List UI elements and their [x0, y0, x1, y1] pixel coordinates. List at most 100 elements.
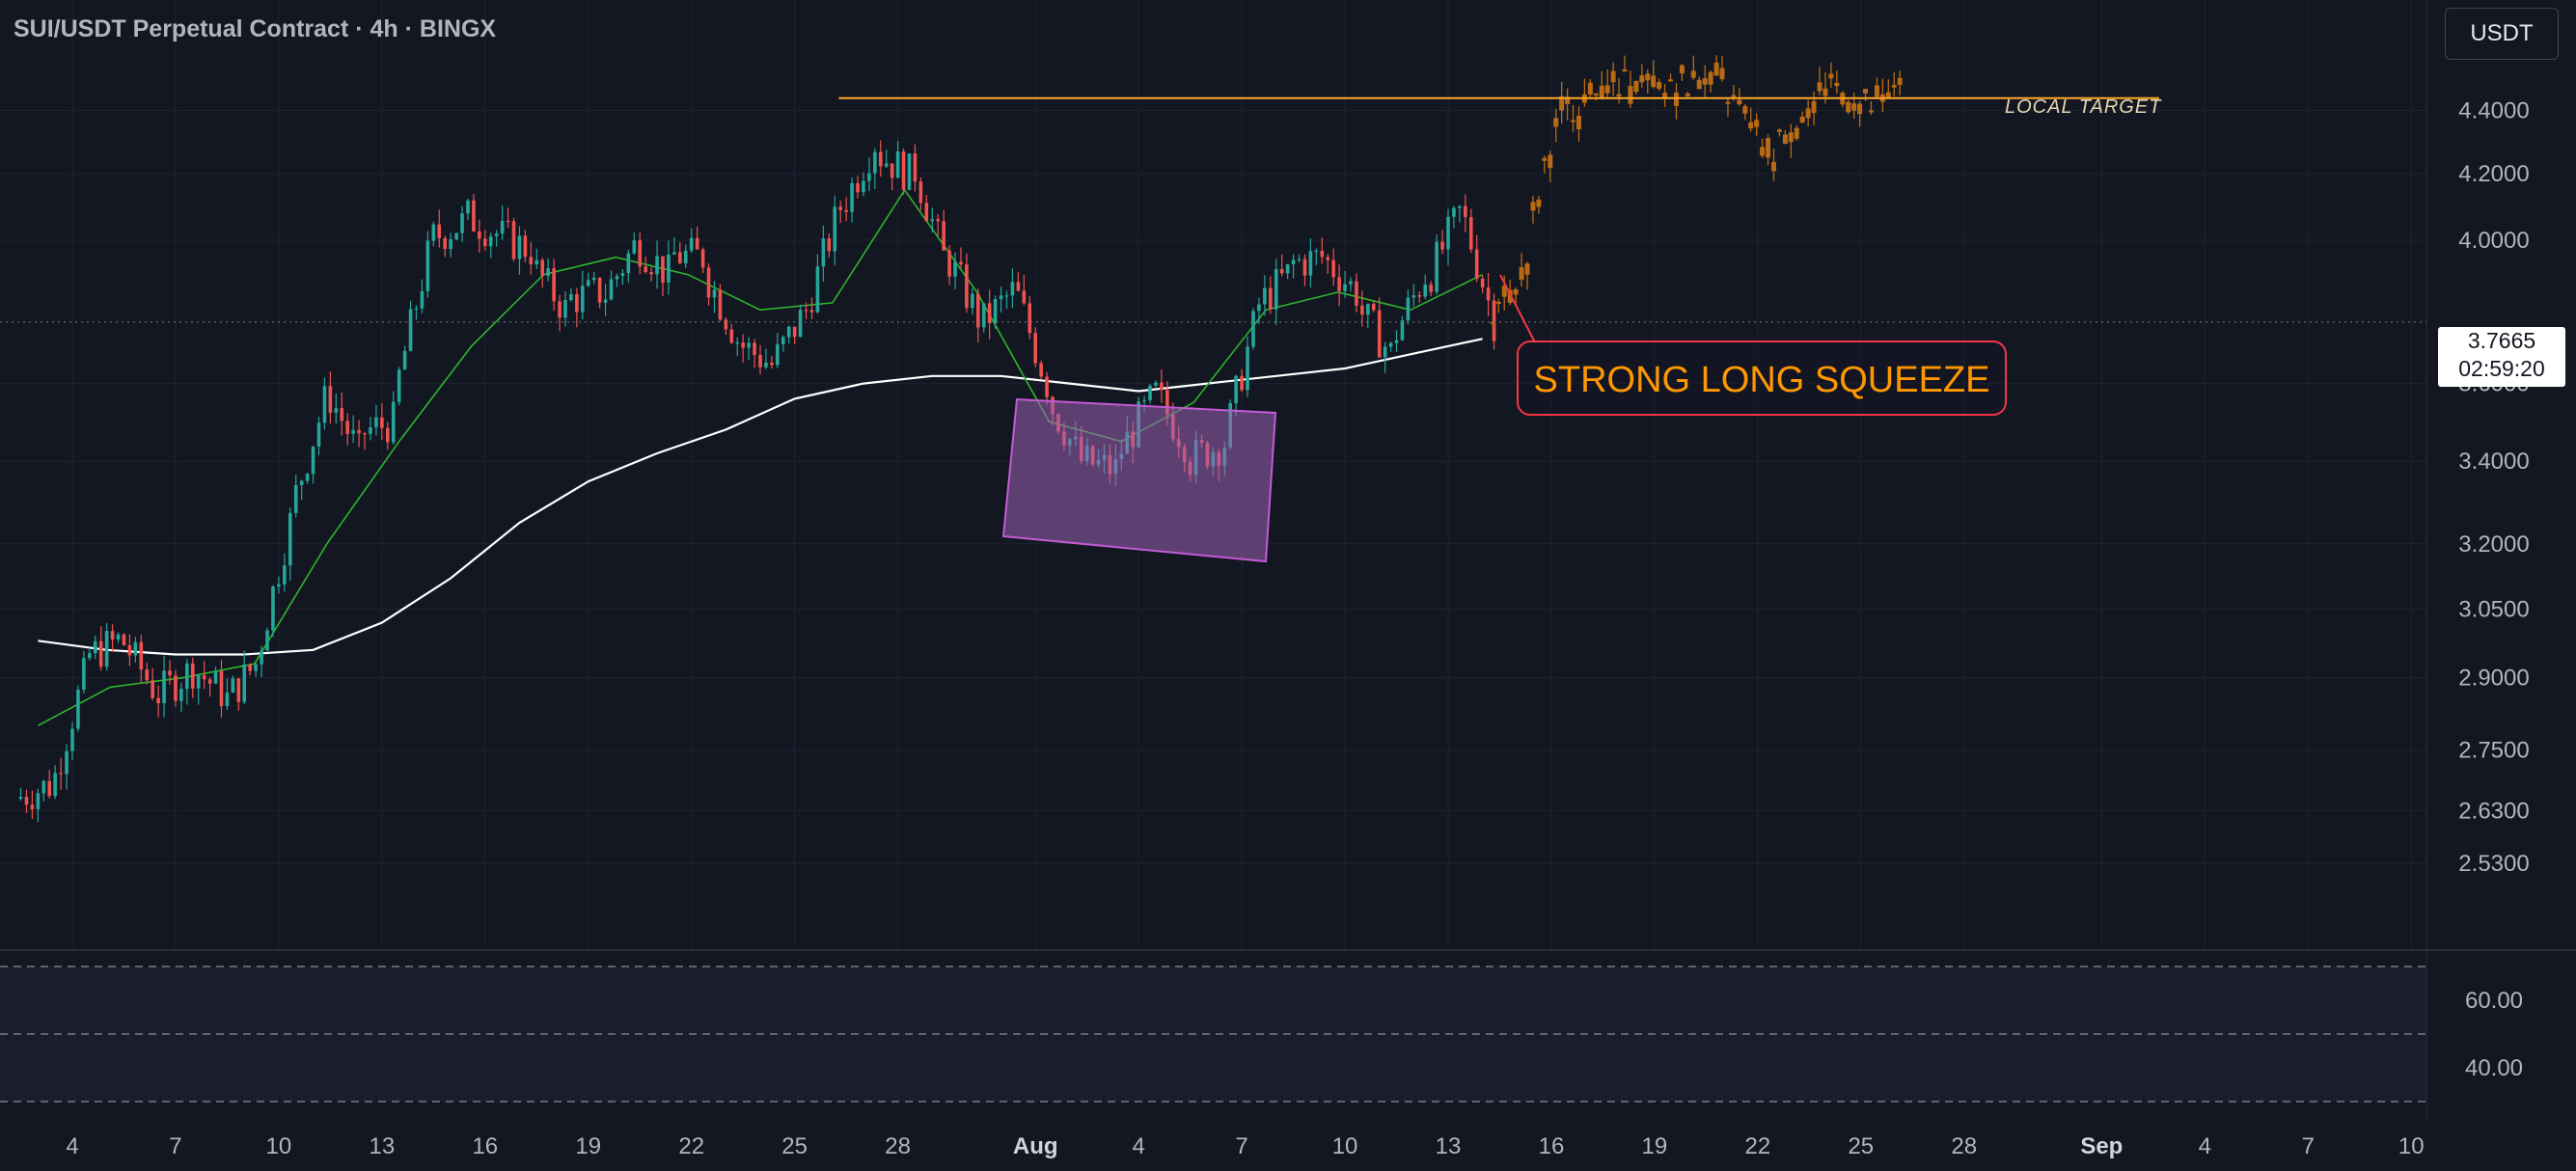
candle-body	[168, 670, 172, 676]
price-tick-label: 2.9000	[2458, 666, 2529, 692]
candle-body	[402, 350, 407, 370]
candle-body	[1285, 263, 1290, 274]
time-tick-label: 28	[1951, 1133, 1977, 1159]
candle-body	[1240, 375, 1244, 391]
time-tick-label: 25	[781, 1133, 808, 1159]
candle-body	[30, 804, 35, 809]
price-tick-label: 2.7500	[2458, 738, 2529, 764]
candle-body	[862, 180, 865, 193]
candle-body	[695, 237, 699, 250]
candle-body	[156, 697, 160, 704]
candle-body	[76, 690, 80, 729]
candle-body	[901, 151, 906, 190]
candle-body	[569, 294, 573, 301]
projection-body	[1593, 93, 1599, 95]
projection-body	[1542, 157, 1548, 161]
projection-body	[1770, 161, 1776, 172]
candle-body	[511, 221, 516, 259]
candle-body	[683, 250, 688, 263]
candle-body	[661, 256, 665, 283]
candle-body	[1377, 310, 1382, 358]
candle-body	[1468, 217, 1473, 250]
projection-body	[1805, 108, 1811, 119]
projection-body	[1719, 68, 1725, 80]
candle-body	[1474, 249, 1479, 279]
candle-body	[41, 780, 46, 794]
candle-body	[151, 680, 154, 698]
projection-body	[1507, 289, 1513, 303]
candle-body	[1480, 278, 1485, 288]
candle-body	[351, 430, 355, 434]
candle-body	[196, 675, 201, 689]
candle-body	[18, 797, 23, 800]
projection-body	[1799, 116, 1805, 123]
candle-body	[70, 728, 74, 751]
candle-body	[1394, 340, 1399, 343]
candle-body	[139, 641, 144, 670]
candle-body	[293, 484, 298, 513]
candle-body	[460, 213, 464, 233]
candle-body	[724, 319, 728, 330]
time-tick-label: Sep	[2080, 1133, 2123, 1159]
candle-body	[288, 512, 292, 566]
projection-body	[1519, 267, 1524, 280]
candle-body	[162, 670, 166, 704]
candle-body	[1279, 269, 1284, 274]
candle-body	[1326, 257, 1330, 260]
candle-body	[1039, 363, 1043, 377]
candle-body	[374, 417, 378, 428]
projection-body	[1690, 70, 1696, 78]
time-axis: 4 7 10 13 16 19 22 25 28 Aug 4 7 10 13 16 19 22 25 28 Sep 4 7…	[66, 1133, 2424, 1159]
candle-body	[1371, 304, 1376, 311]
candle-body	[385, 427, 390, 443]
candle-body	[1010, 282, 1015, 296]
projection-body	[1565, 96, 1571, 104]
candle-body	[98, 640, 103, 667]
candle-body	[1297, 259, 1302, 260]
candle-body	[1429, 285, 1433, 292]
time-tick-label: 7	[1235, 1133, 1247, 1159]
candle-body	[311, 446, 315, 475]
squeeze-annotation[interactable]: STRONG LONG SQUEEZE	[1517, 340, 2007, 416]
candle-body	[993, 299, 998, 323]
projection-body	[1846, 101, 1851, 113]
projection-candles	[1490, 55, 1903, 332]
candle-body	[1016, 282, 1021, 291]
chart-title: SUI/USDT Perpetual Contract · 4h · BINGX	[14, 15, 497, 42]
projection-body	[1725, 101, 1731, 104]
candle-body	[1446, 216, 1450, 250]
candle-body	[700, 249, 705, 268]
candle-body	[850, 182, 854, 212]
time-tick-label: 7	[169, 1133, 181, 1159]
projection-body	[1811, 100, 1817, 114]
candle-body	[380, 417, 384, 428]
candle-body	[552, 268, 556, 302]
candle-body	[947, 250, 951, 277]
candle-body	[644, 266, 647, 273]
projection-body	[1587, 82, 1593, 95]
candle-body	[110, 631, 115, 640]
projection-body	[1495, 301, 1501, 304]
candle-body	[529, 257, 534, 265]
candle-body	[1263, 287, 1267, 305]
projection-body	[1731, 95, 1737, 97]
projection-body	[1713, 62, 1719, 76]
candle-body	[649, 272, 653, 275]
rsi-tick-label: 60.00	[2465, 988, 2523, 1014]
time-tick-label: 4	[2199, 1133, 2211, 1159]
candle-body	[1349, 281, 1353, 285]
time-tick-label: 10	[1332, 1133, 1358, 1159]
candle-body	[420, 290, 425, 309]
candle-body	[1045, 376, 1049, 397]
projection-body	[1708, 71, 1713, 85]
candle-body	[116, 634, 121, 640]
price-tick-label: 2.6300	[2458, 799, 2529, 825]
candle-body	[1269, 287, 1273, 310]
candle-body	[127, 644, 132, 656]
time-tick-label: 22	[678, 1133, 704, 1159]
candle-body	[1383, 346, 1387, 358]
currency-button[interactable]: USDT	[2445, 8, 2559, 60]
price-tick-label: 3.4000	[2458, 449, 2529, 475]
candle-body	[907, 153, 912, 190]
